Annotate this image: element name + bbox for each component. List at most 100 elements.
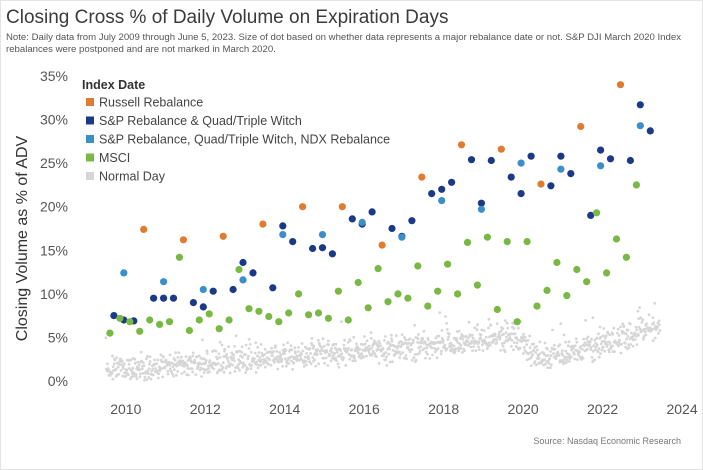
normal-day-point [363, 342, 367, 346]
normal-day-point [658, 329, 662, 332]
normal-day-point [347, 347, 350, 350]
series-layer [106, 81, 654, 337]
normal-day-point [377, 362, 381, 365]
y-tick-label: 20% [40, 199, 68, 215]
normal-day-point [247, 337, 251, 341]
normal-day-point [279, 353, 283, 357]
normal-day-point [430, 346, 434, 350]
normal-day-point [394, 352, 398, 356]
normal-day-point [605, 341, 608, 344]
legend-label: S&P Rebalance & Quad/Triple Witch [99, 114, 302, 128]
normal-day-point [171, 372, 174, 376]
normal-day-point [299, 357, 303, 360]
normal-day-point [469, 345, 473, 349]
normal-day-point [388, 347, 391, 351]
normal-day-point [193, 358, 197, 362]
data-point [324, 314, 332, 322]
normal-day-point [234, 334, 238, 338]
normal-day-point [303, 355, 307, 359]
normal-day-point [376, 347, 380, 351]
normal-day-point [384, 351, 388, 354]
normal-day-point [554, 357, 558, 360]
normal-day-point [294, 351, 297, 355]
legend-swatch [86, 172, 94, 180]
normal-day-point [271, 354, 274, 358]
normal-day-point [410, 348, 414, 351]
normal-day-point [636, 309, 640, 313]
normal-day-point [337, 365, 341, 369]
normal-day-point [564, 340, 567, 344]
normal-day-point [477, 345, 480, 349]
data-point [179, 236, 187, 244]
normal-day-point [353, 359, 357, 363]
normal-day-point [573, 352, 576, 356]
normal-day-point [218, 340, 222, 344]
data-point [299, 203, 307, 211]
normal-day-point [582, 344, 586, 348]
normal-day-point [461, 334, 465, 338]
normal-day-point [263, 347, 267, 351]
normal-day-point [479, 336, 482, 340]
normal-day-point [416, 340, 419, 344]
normal-day-point [202, 357, 206, 361]
normal-day-point [134, 374, 138, 378]
normal-day-point [558, 343, 562, 347]
normal-day-point [443, 343, 447, 347]
normal-day-point [573, 344, 577, 347]
normal-day-point [172, 374, 175, 378]
normal-day-point [335, 359, 338, 362]
data-point [175, 253, 183, 261]
normal-day-point [626, 334, 630, 338]
normal-day-point [405, 357, 408, 361]
normal-day-point [290, 359, 293, 363]
normal-day-point [555, 354, 559, 358]
normal-day-point [180, 372, 184, 375]
normal-day-point [148, 362, 151, 366]
normal-day-point [385, 355, 388, 359]
normal-day-point [581, 356, 585, 360]
normal-day-point [475, 328, 479, 332]
normal-day-point [463, 349, 466, 352]
normal-day-point [313, 358, 317, 362]
normal-day-point [330, 347, 333, 350]
data-point [338, 203, 346, 211]
normal-day-point [608, 342, 612, 345]
normal-day-point [135, 377, 139, 381]
data-point [289, 238, 297, 246]
normal-day-point [133, 357, 137, 361]
normal-day-point [159, 353, 163, 357]
normal-day-point [342, 356, 345, 360]
normal-day-point [240, 350, 244, 354]
normal-day-point [394, 334, 398, 338]
data-point [646, 127, 654, 135]
data-point [209, 287, 217, 295]
normal-day-point [163, 365, 167, 369]
normal-day-point [581, 348, 584, 351]
normal-day-point [454, 347, 457, 351]
data-point [567, 170, 575, 178]
normal-day-point [304, 360, 308, 363]
normal-day-point [308, 347, 312, 350]
normal-day-point [593, 338, 597, 342]
normal-day-point [411, 338, 415, 342]
normal-day-point [269, 363, 273, 367]
y-tick-label: 5% [48, 329, 68, 345]
data-point [477, 205, 485, 213]
normal-day-point [383, 339, 386, 342]
normal-day-point [640, 321, 644, 324]
normal-day-point [277, 360, 281, 364]
normal-day-point [145, 357, 148, 361]
normal-day-point [156, 358, 160, 362]
normal-day-point [574, 337, 578, 341]
normal-day-point [278, 351, 281, 354]
normal-day-point [198, 368, 202, 372]
y-tick-label: 35% [40, 68, 68, 84]
normal-day-point [244, 343, 248, 347]
normal-day-point [118, 360, 122, 363]
legend-label: Russell Rebalance [99, 96, 203, 110]
normal-day-point [561, 353, 565, 357]
normal-day-point [258, 356, 262, 359]
normal-day-point [143, 378, 146, 382]
normal-day-point [625, 337, 628, 341]
normal-day-point [190, 367, 194, 371]
